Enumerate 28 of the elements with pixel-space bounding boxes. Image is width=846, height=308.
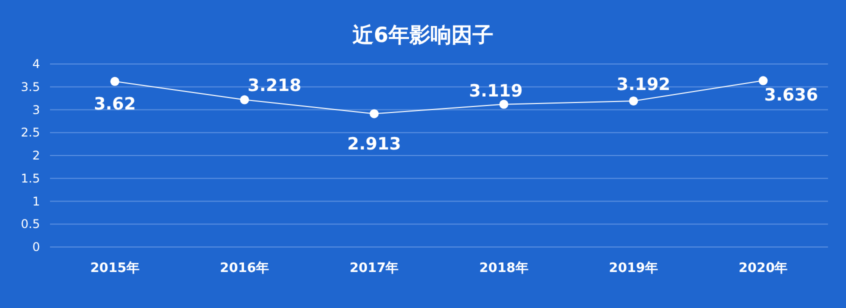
x-tick-label: 2018年	[479, 261, 528, 276]
data-label: 3.218	[248, 76, 302, 96]
data-label: 3.636	[764, 86, 818, 106]
y-tick-label: 1.5	[20, 171, 40, 186]
point	[110, 76, 120, 86]
x-tick-label: 2015年	[90, 261, 140, 276]
y-tick-label: 2	[32, 148, 40, 162]
point	[370, 109, 379, 118]
y-tick-label: 1	[32, 194, 40, 208]
point	[499, 100, 508, 109]
point	[240, 95, 249, 104]
data-label: 2.913	[347, 134, 402, 155]
x-tick-label: 2020年	[738, 261, 788, 276]
point	[629, 96, 638, 106]
y-tick-label: 3.5	[20, 80, 40, 94]
data-label: 3.119	[468, 81, 523, 102]
y-tick-label: 0.5	[20, 217, 40, 232]
x-tick-label: 2019年	[608, 261, 658, 276]
y-tick-label: 3	[32, 102, 40, 117]
y-tick-label: 4	[32, 57, 40, 71]
point	[758, 76, 768, 86]
y-tick-label: 2.5	[20, 126, 40, 140]
data-label: 3.192	[616, 74, 670, 95]
data-label: 3.62	[94, 94, 136, 114]
x-tick-label: 2016年	[220, 261, 270, 276]
chart-title: 近6年影响因子	[352, 23, 494, 47]
y-tick-label: 0	[32, 240, 40, 254]
x-tick-label: 2017年	[350, 261, 399, 276]
